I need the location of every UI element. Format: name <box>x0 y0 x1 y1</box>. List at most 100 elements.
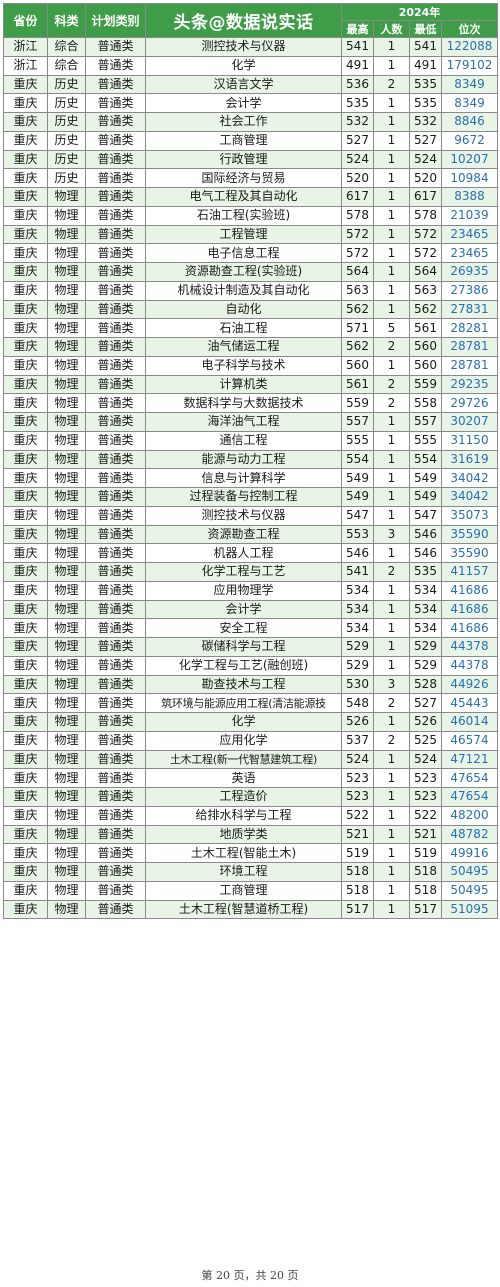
table-row: 重庆 物理 普通类 碳储科学与工程 529 1 529 44378 <box>3 637 498 657</box>
count-cell: 1 <box>373 824 410 845</box>
subject-cell: 历史 <box>47 149 86 170</box>
max-score-cell: 526 <box>341 712 374 732</box>
max-score-cell: 553 <box>341 524 374 545</box>
province-cell: 重庆 <box>3 374 48 395</box>
table-row: 重庆 物理 普通类 能源与动力工程 554 1 554 31619 <box>3 449 498 470</box>
rank-cell: 41686 <box>441 580 498 601</box>
subject-cell: 物理 <box>47 637 86 657</box>
plan-cell: 普通类 <box>85 749 146 770</box>
min-score-cell: 572 <box>409 224 442 245</box>
count-cell: 1 <box>373 899 410 920</box>
max-score-cell: 554 <box>341 449 374 470</box>
major-cell: 汉语言文学 <box>145 74 342 95</box>
major-cell: 化学工程与工艺 <box>145 562 342 582</box>
table-row: 重庆 物理 普通类 工程造价 523 1 523 47654 <box>3 787 498 807</box>
subject-cell: 物理 <box>47 899 86 920</box>
subject-cell: 历史 <box>47 74 86 95</box>
rank-cell: 122088 <box>441 37 498 57</box>
province-cell: 重庆 <box>3 299 48 320</box>
major-cell: 机械设计制造及其自动化 <box>145 280 342 301</box>
table-row: 重庆 物理 普通类 测控技术与仪器 547 1 547 35073 <box>3 505 498 526</box>
major-cell: 筑环境与能源应用工程(清洁能源技 <box>145 693 342 713</box>
major-cell: 油气储运工程 <box>145 337 342 357</box>
major-cell: 国际经济与贸易 <box>145 168 342 188</box>
rank-cell: 21039 <box>441 205 498 226</box>
plan-cell: 普通类 <box>85 37 146 57</box>
min-score-cell: 559 <box>409 374 442 395</box>
table-row: 重庆 物理 普通类 资源勘查工程(实验班) 564 1 564 26935 <box>3 262 498 282</box>
header-subject: 科类 <box>47 3 86 38</box>
rank-cell: 44926 <box>441 674 498 695</box>
max-score-cell: 530 <box>341 674 374 695</box>
table-row: 重庆 物理 普通类 自动化 562 1 562 27831 <box>3 299 498 320</box>
province-cell: 重庆 <box>3 430 48 451</box>
table-row: 重庆 物理 普通类 化学 526 1 526 46014 <box>3 712 498 732</box>
table-row: 重庆 历史 普通类 会计学 535 1 535 8349 <box>3 93 498 113</box>
province-cell: 重庆 <box>3 749 48 770</box>
min-score-cell: 523 <box>409 768 442 788</box>
min-score-cell: 519 <box>409 843 442 863</box>
min-score-cell: 534 <box>409 618 442 638</box>
subject-cell: 物理 <box>47 862 86 882</box>
max-score-cell: 562 <box>341 299 374 320</box>
rank-cell: 35590 <box>441 524 498 545</box>
subject-cell: 物理 <box>47 768 86 788</box>
major-cell: 会计学 <box>145 599 342 620</box>
count-cell: 3 <box>373 674 410 695</box>
min-score-cell: 541 <box>409 37 442 57</box>
rank-cell: 28781 <box>441 337 498 357</box>
table-row: 重庆 物理 普通类 筑环境与能源应用工程(清洁能源技 548 2 527 45443 <box>3 693 498 713</box>
major-cell: 社会工作 <box>145 112 342 132</box>
rank-cell: 30207 <box>441 412 498 432</box>
rank-cell: 8388 <box>441 187 498 207</box>
subject-cell: 物理 <box>47 187 86 207</box>
table-row: 重庆 物理 普通类 化学工程与工艺 541 2 535 41157 <box>3 562 498 582</box>
subject-cell: 物理 <box>47 730 86 751</box>
max-score-cell: 541 <box>341 562 374 582</box>
count-cell: 1 <box>373 299 410 320</box>
major-cell: 电子信息工程 <box>145 243 342 263</box>
plan-cell: 普通类 <box>85 412 146 432</box>
subject-cell: 物理 <box>47 524 86 545</box>
max-score-cell: 517 <box>341 899 374 920</box>
province-cell: 重庆 <box>3 262 48 282</box>
subject-cell: 物理 <box>47 618 86 638</box>
subject-cell: 物理 <box>47 787 86 807</box>
max-score-cell: 572 <box>341 224 374 245</box>
major-cell: 应用化学 <box>145 730 342 751</box>
province-cell: 重庆 <box>3 112 48 132</box>
count-cell: 1 <box>373 543 410 563</box>
rank-cell: 10984 <box>441 168 498 188</box>
table-row: 重庆 物理 普通类 石油工程(实验班) 578 1 578 21039 <box>3 205 498 226</box>
major-cell: 安全工程 <box>145 618 342 638</box>
table-row: 重庆 物理 普通类 海洋油气工程 557 1 557 30207 <box>3 412 498 432</box>
admission-table: 省份 科类 计划类别 头条@数据说实话 2024年 最高 人数 最低 位次 浙江… <box>3 3 498 920</box>
subject-cell: 历史 <box>47 93 86 113</box>
rank-cell: 50495 <box>441 862 498 882</box>
rank-cell: 9672 <box>441 130 498 151</box>
max-score-cell: 617 <box>341 187 374 207</box>
min-score-cell: 617 <box>409 187 442 207</box>
min-score-cell: 527 <box>409 130 442 151</box>
plan-cell: 普通类 <box>85 880 146 901</box>
table-row: 重庆 物理 普通类 机械设计制造及其自动化 563 1 563 27386 <box>3 280 498 301</box>
province-cell: 重庆 <box>3 505 48 526</box>
max-score-cell: 521 <box>341 824 374 845</box>
max-score-cell: 536 <box>341 74 374 95</box>
max-score-cell: 527 <box>341 130 374 151</box>
subject-cell: 物理 <box>47 543 86 563</box>
subject-cell: 物理 <box>47 487 86 507</box>
rank-cell: 28281 <box>441 318 498 338</box>
plan-cell: 普通类 <box>85 899 146 920</box>
province-cell: 重庆 <box>3 524 48 545</box>
table-row: 浙江 综合 普通类 测控技术与仪器 541 1 541 122088 <box>3 37 498 57</box>
rank-cell: 50495 <box>441 880 498 901</box>
header-province: 省份 <box>3 3 48 38</box>
subject-cell: 物理 <box>47 674 86 695</box>
table-row: 重庆 物理 普通类 土木工程(智慧道桥工程) 517 1 517 51095 <box>3 899 498 920</box>
max-score-cell: 523 <box>341 768 374 788</box>
count-cell: 1 <box>373 843 410 863</box>
table-row: 重庆 物理 普通类 地质学类 521 1 521 48782 <box>3 824 498 845</box>
min-score-cell: 555 <box>409 430 442 451</box>
count-cell: 1 <box>373 205 410 226</box>
